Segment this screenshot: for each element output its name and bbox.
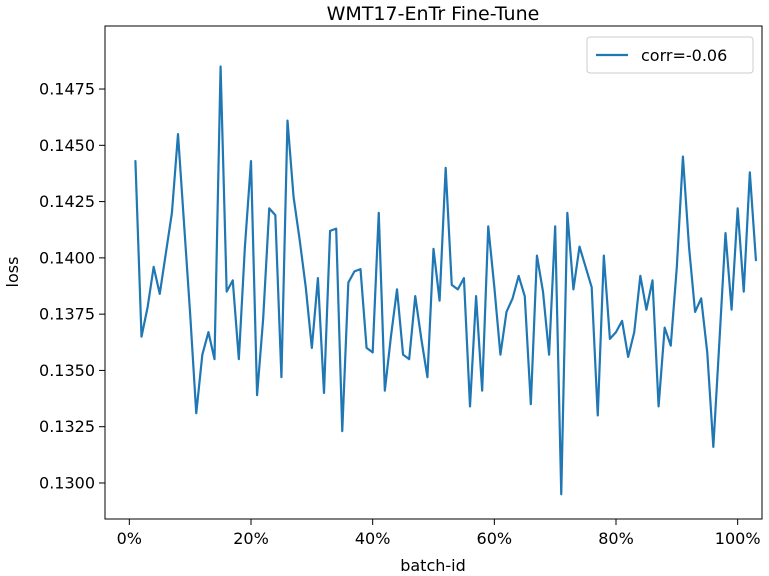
y-tick-label: 0.1375 — [39, 305, 95, 324]
x-tick-label: 80% — [598, 529, 634, 548]
y-tick-label: 0.1400 — [39, 248, 95, 267]
x-tick-label: 40% — [355, 529, 391, 548]
plot-area — [105, 26, 762, 519]
plot-frame — [104, 25, 763, 520]
series-line — [134, 65, 758, 496]
y-axis-label: loss — [3, 257, 22, 288]
x-tick-label: 20% — [233, 529, 269, 548]
x-tick-label: 0% — [117, 529, 142, 548]
y-tick-label: 0.1325 — [39, 417, 95, 436]
y-tick-label: 0.1450 — [39, 136, 95, 155]
y-tick-label: 0.1425 — [39, 192, 95, 211]
legend-box — [586, 36, 754, 74]
chart-title: WMT17-EnTr Fine-Tune — [327, 3, 540, 25]
legend: corr=-0.06 — [586, 36, 754, 74]
x-tick-label: 60% — [477, 529, 513, 548]
y-tick-label: 0.1350 — [39, 361, 95, 380]
x-axis-label: batch-id — [400, 556, 466, 575]
y-tick-label: 0.1300 — [39, 473, 95, 492]
y-tick-label: 0.1475 — [39, 80, 95, 99]
x-axis-ticks: 0% 20% 40% 60% 80% 100% — [117, 519, 761, 548]
x-tick-label: 100% — [715, 529, 761, 548]
legend-label: corr=-0.06 — [641, 46, 727, 65]
y-axis-ticks: 0.1300 0.1325 0.1350 0.1375 0.1400 0.1425 0.14… — [39, 80, 105, 492]
